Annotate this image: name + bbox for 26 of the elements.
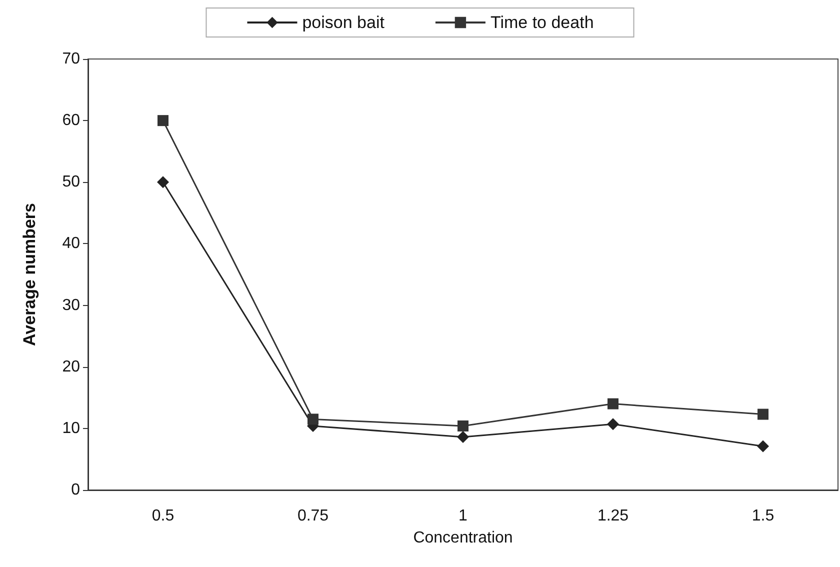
x-axis-title: Concentration	[413, 530, 513, 546]
point	[457, 431, 469, 444]
legend-label: Time to death	[490, 13, 594, 32]
point	[308, 414, 318, 425]
point	[757, 440, 769, 452]
point	[607, 418, 619, 430]
y-tick-label: 50	[62, 174, 80, 191]
y-axis-title: Average numbers	[20, 203, 39, 346]
point	[157, 176, 169, 188]
y-tick-label: 60	[62, 112, 80, 130]
point	[158, 115, 168, 126]
point	[608, 398, 618, 410]
y-tick-label: 20	[62, 358, 80, 376]
x-tick-label: 1	[458, 508, 468, 524]
x-tick-label: 0.75	[297, 508, 329, 524]
y-tick-label: 70	[62, 50, 80, 68]
point	[758, 408, 768, 420]
point	[458, 420, 468, 432]
legend-label: poison bait	[302, 13, 385, 32]
y-tick-label: 10	[62, 420, 80, 437]
x-tick-label: 1.5	[752, 508, 774, 524]
y-tick-label: 40	[62, 235, 80, 252]
x-tick-label: 1.25	[597, 508, 629, 524]
x-tick-label: 0.5	[152, 508, 174, 524]
y-tick-label: 0	[71, 482, 80, 498]
y-tick-label: 30	[62, 296, 80, 314]
